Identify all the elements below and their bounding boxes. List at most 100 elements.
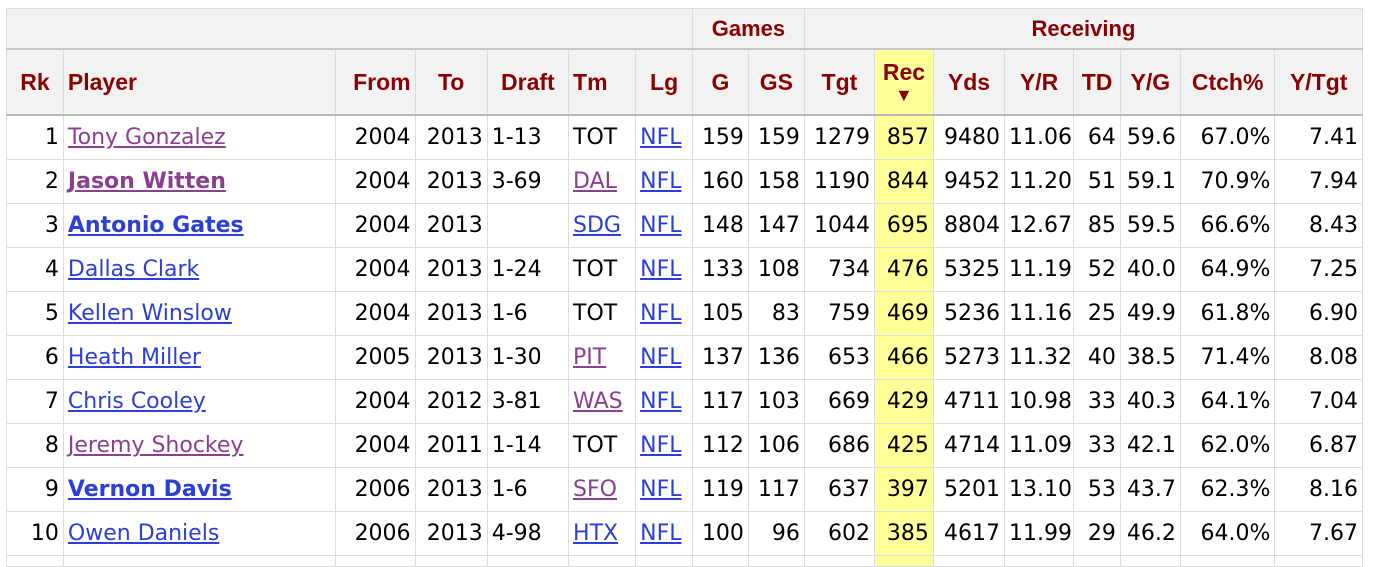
cell-yg: 49.9	[1119, 291, 1181, 336]
league-link[interactable]: NFL	[640, 433, 682, 458]
table-row: 4 Dallas Clark 2004 2013 1-24 TOT NFL 13…	[6, 247, 1363, 292]
cell-empty	[335, 555, 416, 567]
col-header-yds[interactable]: Yds	[932, 48, 1006, 116]
cell-from: 2004	[335, 291, 416, 336]
player-link[interactable]: Chris Cooley	[67, 389, 206, 414]
cell-ytgt: 6.90	[1274, 291, 1363, 336]
cell-to: 2013	[414, 291, 488, 336]
col-header-ytgt[interactable]: Y/Tgt	[1274, 48, 1363, 116]
cell-gs: 83	[747, 291, 805, 336]
team-link[interactable]: HTX	[573, 521, 619, 546]
col-header-draft[interactable]: Draft	[486, 48, 570, 116]
player-link[interactable]: Jeremy Shockey	[67, 433, 244, 458]
cell-yds: 4711	[932, 379, 1006, 424]
col-header-from[interactable]: From	[335, 48, 416, 116]
col-header-rk[interactable]: Rk	[6, 48, 64, 116]
cell-yr: 10.98	[1004, 379, 1075, 424]
cell-gs: 96	[747, 511, 805, 556]
cell-empty	[873, 555, 934, 567]
team-link[interactable]: SDG	[573, 213, 621, 238]
cell-yds: 9480	[932, 114, 1006, 160]
league-link[interactable]: NFL	[640, 125, 682, 150]
team-link[interactable]: DAL	[573, 169, 617, 194]
cell-to: 2013	[414, 159, 488, 204]
cell-rk: 10	[6, 511, 64, 556]
player-link[interactable]: Kellen Winslow	[67, 301, 232, 326]
cell-draft	[486, 203, 570, 248]
league-link[interactable]: NFL	[640, 257, 682, 282]
player-link[interactable]: Owen Daniels	[67, 521, 220, 546]
cell-ctch: 61.8%	[1179, 291, 1276, 336]
cell-ytgt: 7.41	[1274, 114, 1363, 160]
cell-empty	[62, 555, 337, 567]
cell-to: 2013	[414, 335, 488, 380]
cell-yg: 38.5	[1119, 335, 1181, 380]
player-link[interactable]: Jason Witten	[67, 169, 226, 194]
team-link[interactable]: PIT	[573, 345, 607, 370]
col-header-ctch[interactable]: Ctch%	[1179, 48, 1276, 116]
cell-g: 105	[692, 291, 749, 336]
player-link[interactable]: Dallas Clark	[67, 257, 200, 282]
col-header-td[interactable]: TD	[1073, 48, 1121, 116]
col-header-yr[interactable]: Y/R	[1004, 48, 1075, 116]
cell-gs: 106	[747, 423, 805, 468]
league-link[interactable]: NFL	[640, 521, 682, 546]
cell-from: 2006	[335, 467, 416, 512]
cell-yg: 59.6	[1119, 114, 1181, 160]
col-header-player[interactable]: Player	[62, 48, 337, 116]
table-row-partial	[6, 555, 1363, 567]
cell-g: 117	[692, 379, 749, 424]
team-link[interactable]: WAS	[573, 389, 623, 414]
cell-yr: 11.19	[1004, 247, 1075, 292]
player-link[interactable]: Antonio Gates	[67, 213, 244, 238]
cell-to: 2013	[414, 511, 488, 556]
cell-rec: 695	[873, 203, 934, 248]
cell-ytgt: 7.25	[1274, 247, 1363, 292]
cell-tgt: 602	[803, 511, 875, 556]
cell-tgt: 1190	[803, 159, 875, 204]
cell-rk: 9	[6, 467, 64, 512]
team-link[interactable]: SFO	[573, 477, 617, 502]
cell-empty	[803, 555, 875, 567]
player-link[interactable]: Heath Miller	[67, 345, 201, 370]
col-header-rec[interactable]: Rec ▼	[873, 48, 934, 116]
col-header-tgt[interactable]: Tgt	[803, 48, 875, 116]
cell-yg: 59.5	[1119, 203, 1181, 248]
cell-yr: 11.16	[1004, 291, 1075, 336]
cell-to: 2013	[414, 247, 488, 292]
league-link[interactable]: NFL	[640, 389, 682, 414]
cell-draft: 1-13	[486, 114, 570, 160]
league-link[interactable]: NFL	[640, 213, 682, 238]
cell-draft: 3-69	[486, 159, 570, 204]
cell-g: 100	[692, 511, 749, 556]
player-link[interactable]: Vernon Davis	[67, 477, 232, 502]
league-link[interactable]: NFL	[640, 477, 682, 502]
league-link[interactable]: NFL	[640, 301, 682, 326]
cell-tm: HTX	[568, 511, 637, 556]
cell-yg: 40.3	[1119, 379, 1181, 424]
table-row: 6 Heath Miller 2005 2013 1-30 PIT NFL 13…	[6, 335, 1363, 380]
cell-empty	[1274, 555, 1363, 567]
cell-rec: 425	[873, 423, 934, 468]
col-header-tm[interactable]: Tm	[568, 48, 637, 116]
cell-gs: 159	[747, 114, 805, 160]
cell-lg: NFL	[635, 335, 694, 380]
cell-g: 133	[692, 247, 749, 292]
cell-gs: 108	[747, 247, 805, 292]
cell-gs: 158	[747, 159, 805, 204]
player-link[interactable]: Tony Gonzalez	[67, 125, 226, 150]
cell-lg: NFL	[635, 511, 694, 556]
col-header-lg[interactable]: Lg	[635, 48, 694, 116]
cell-empty	[1119, 555, 1181, 567]
col-header-to[interactable]: To	[414, 48, 488, 116]
col-header-g[interactable]: G	[692, 48, 749, 116]
cell-gs: 103	[747, 379, 805, 424]
cell-from: 2004	[335, 379, 416, 424]
league-link[interactable]: NFL	[640, 169, 682, 194]
league-link[interactable]: NFL	[640, 345, 682, 370]
cell-g: 148	[692, 203, 749, 248]
table-row: 10 Owen Daniels 2006 2013 4-98 HTX NFL 1…	[6, 511, 1363, 556]
col-header-gs[interactable]: GS	[747, 48, 805, 116]
cell-draft: 1-24	[486, 247, 570, 292]
col-header-yg[interactable]: Y/G	[1119, 48, 1181, 116]
